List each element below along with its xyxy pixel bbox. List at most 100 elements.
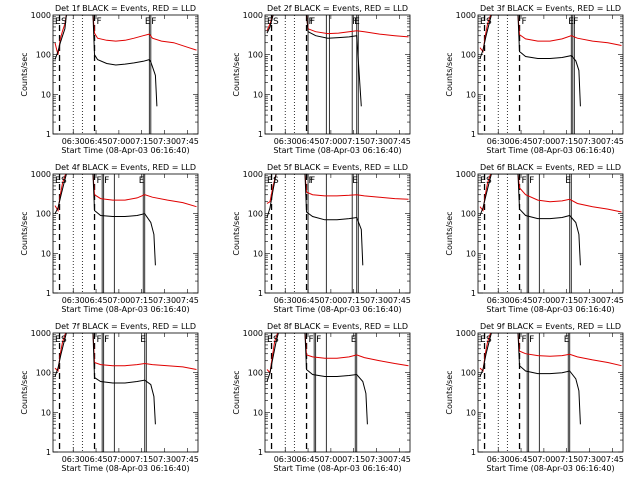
series-line-events (54, 174, 156, 266)
panel-title: Det 9f BLACK = Events, RED = LLD (480, 322, 621, 331)
plot-area (54, 174, 197, 293)
y-tick-label: 100 (248, 210, 263, 219)
x-tick-label: 06:30 (62, 137, 85, 146)
x-axis-label: Start Time (08-Apr-03 06:16:40) (486, 305, 614, 314)
y-tick-label: 1000 (31, 11, 51, 20)
x-tick-label: 07:15 (342, 455, 365, 464)
flag-label: E (140, 335, 146, 345)
x-tick-label: 06:30 (487, 137, 510, 146)
x-tick-label: 07:45 (176, 296, 199, 305)
series-line-events (266, 15, 362, 107)
x-tick-label: 07:45 (388, 137, 411, 146)
panel-title: Det 5f BLACK = Events, RED = LLD (267, 163, 408, 172)
x-axis-label: Start Time (08-Apr-03 06:16:40) (273, 464, 401, 473)
y-tick-label: 1 (46, 130, 51, 139)
flag-label: E (351, 335, 357, 345)
x-tick-label: 07:15 (342, 137, 365, 146)
y-tick-label: 100 (36, 210, 51, 219)
y-tick-label: 1 (46, 448, 51, 457)
x-tick-label: 06:45 (85, 137, 108, 146)
flag-label: S (273, 17, 279, 27)
x-tick-label: 07:45 (601, 137, 624, 146)
y-tick-label: 10 (253, 249, 263, 258)
flag-label: E (354, 17, 360, 27)
x-tick-label: 06:30 (62, 455, 85, 464)
plot-area (479, 15, 622, 134)
flag-label: E (480, 17, 486, 27)
plot-area (266, 333, 409, 452)
panel-title: Det 7f BLACK = Events, RED = LLD (55, 322, 196, 331)
y-axis-label: Counts/sec (20, 52, 29, 96)
flag-label: E (267, 176, 273, 186)
flag-label: F (529, 335, 534, 345)
x-tick-label: 06:45 (297, 455, 320, 464)
x-tick-label: 06:30 (487, 455, 510, 464)
x-tick-label: 07:30 (153, 137, 176, 146)
flag-label: E (352, 176, 358, 186)
y-axis-label: Counts/sec (232, 211, 241, 255)
y-tick-label: 1 (471, 448, 476, 457)
y-tick-label: 1000 (243, 329, 263, 338)
y-tick-label: 1 (46, 289, 51, 298)
y-tick-label: 1 (471, 130, 476, 139)
flag-label: E (139, 176, 145, 186)
flag-label: F (522, 176, 527, 186)
plot-frame (52, 173, 199, 294)
x-tick-label: 07:30 (153, 296, 176, 305)
y-tick-label: 10 (466, 249, 476, 258)
plot-frame (264, 14, 411, 135)
series-line-events (266, 333, 368, 425)
y-tick-label: 1000 (456, 170, 476, 179)
series-line-lld (54, 174, 197, 212)
flag-label: F (316, 335, 321, 345)
flag-label: E (145, 17, 151, 27)
y-axis-label: Counts/sec (445, 52, 454, 96)
series-line-lld (479, 174, 622, 213)
x-tick-label: 06:45 (510, 137, 533, 146)
x-tick-label: 07:00 (319, 296, 342, 305)
y-tick-label: 10 (253, 90, 263, 99)
x-axis-label: Start Time (08-Apr-03 06:16:40) (61, 305, 189, 314)
flag-label: S (61, 17, 67, 27)
x-tick-label: 07:45 (388, 296, 411, 305)
x-tick-label: 07:30 (578, 455, 601, 464)
series-line-lld (479, 333, 622, 373)
plot-frame (477, 14, 624, 135)
plot-frame (264, 173, 411, 294)
flag-label: F (97, 17, 102, 27)
flag-label: F (104, 335, 109, 345)
x-axis-label: Start Time (08-Apr-03 06:16:40) (486, 146, 614, 155)
y-axis-label: Counts/sec (445, 370, 454, 414)
panel-title: Det 1f BLACK = Events, RED = LLD (55, 4, 196, 13)
y-tick-label: 10 (41, 408, 51, 417)
panel-title: Det 8f BLACK = Events, RED = LLD (267, 322, 408, 331)
flag-label: E (55, 335, 61, 345)
x-tick-label: 07:15 (555, 455, 578, 464)
flag-label: F (309, 17, 314, 27)
x-tick-label: 06:30 (487, 296, 510, 305)
plot-area (479, 333, 622, 452)
y-axis-label: Counts/sec (445, 211, 454, 255)
flag-label: S (486, 335, 492, 345)
series-line-lld (266, 174, 409, 204)
plot-area (266, 15, 409, 134)
plot-area (266, 174, 409, 293)
plot-frame (264, 332, 411, 453)
panel-title: Det 4f BLACK = Events, RED = LLD (55, 163, 196, 172)
x-tick-label: 07:00 (319, 137, 342, 146)
y-tick-label: 10 (41, 249, 51, 258)
flag-label: F (522, 335, 527, 345)
flag-label: F (104, 176, 109, 186)
flag-label: E (55, 17, 61, 27)
x-tick-label: 07:45 (388, 455, 411, 464)
x-axis-label: Start Time (08-Apr-03 06:16:40) (486, 464, 614, 473)
x-tick-label: 07:00 (107, 455, 130, 464)
flag-label: F (151, 17, 156, 27)
y-tick-label: 100 (36, 369, 51, 378)
flag-label: E (565, 176, 571, 186)
y-axis-label: Counts/sec (20, 211, 29, 255)
